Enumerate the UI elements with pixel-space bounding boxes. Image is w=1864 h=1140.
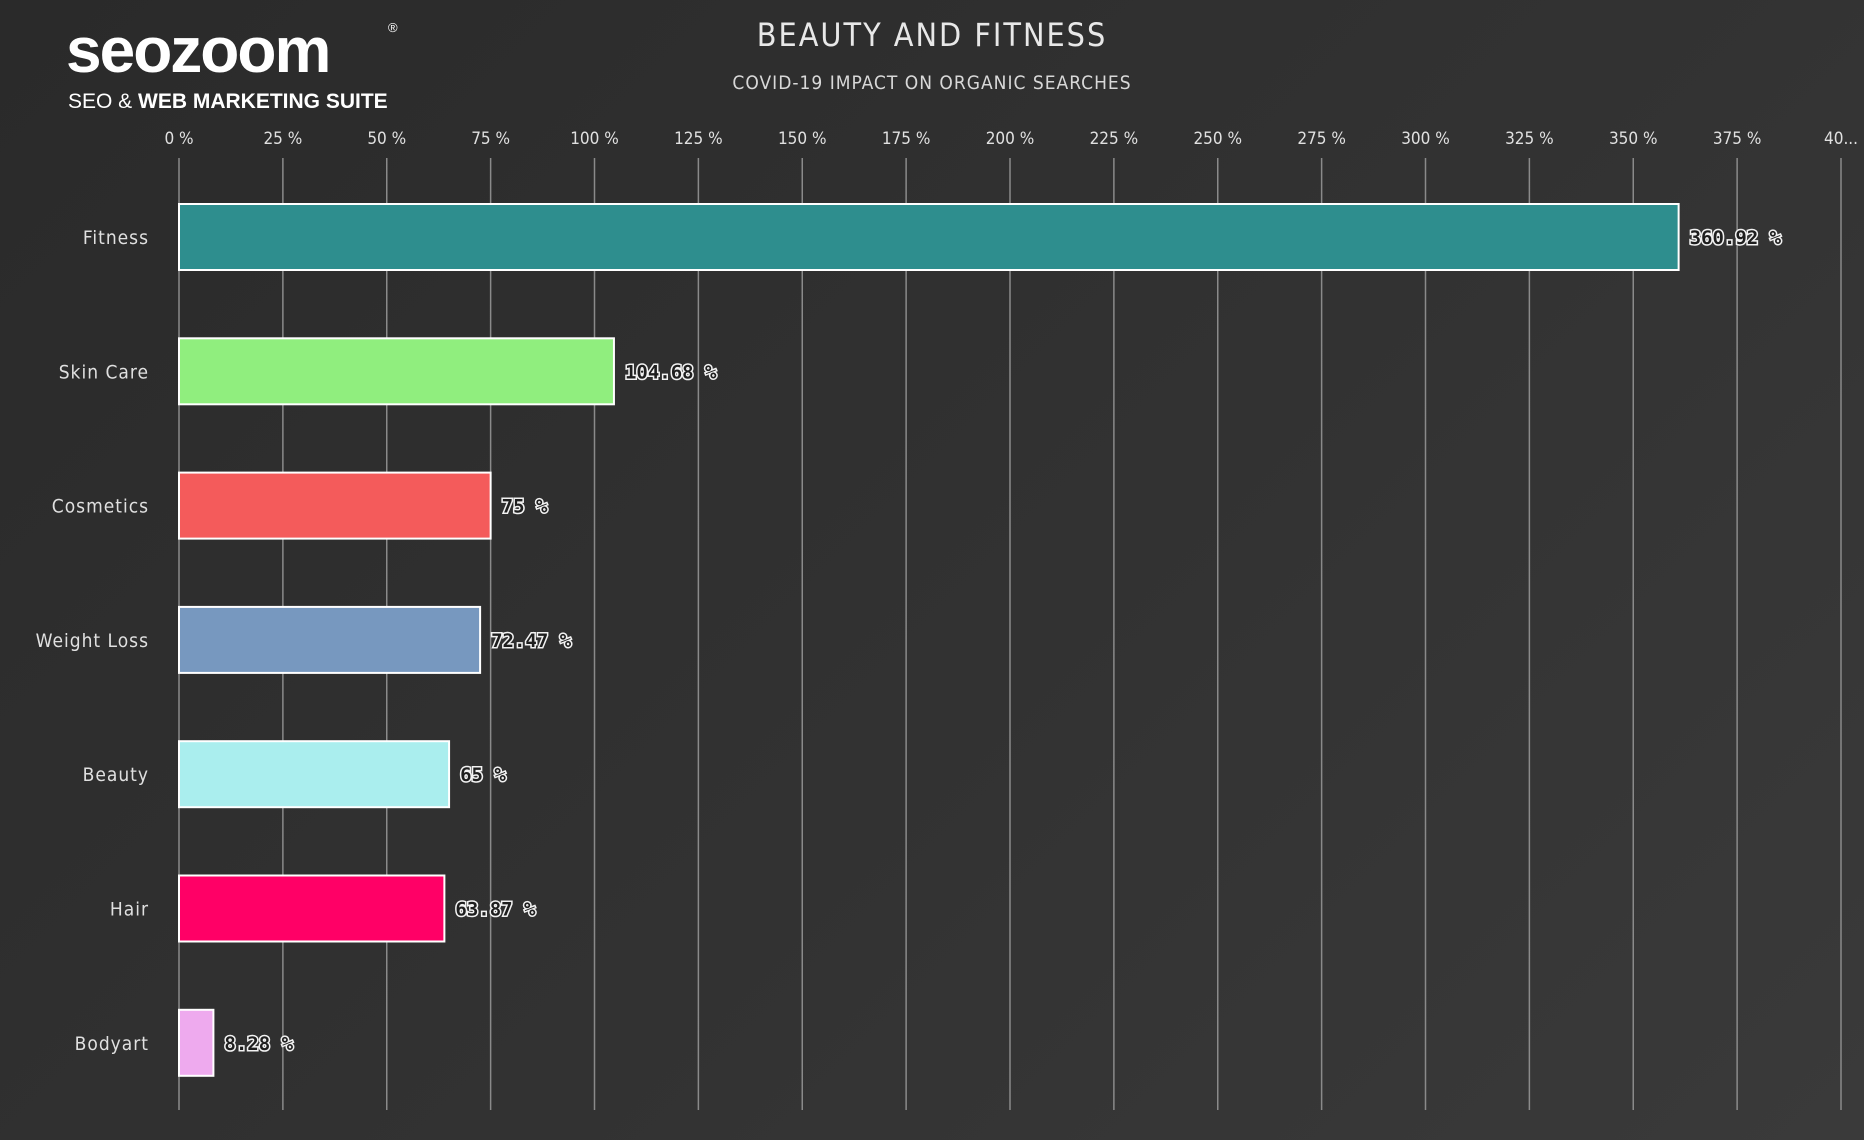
- data-label: 8.28 %: [224, 1033, 293, 1055]
- category-label: Beauty: [83, 764, 149, 786]
- x-tick-label: 50 %: [367, 129, 406, 149]
- x-tick-label: 175 %: [882, 129, 931, 149]
- bar: [178, 605, 482, 674]
- bar: [178, 337, 615, 406]
- data-label: 360.92 %: [1690, 227, 1782, 249]
- logo-registered-mark: ®: [388, 20, 398, 35]
- logo-tagline-bold: WEB MARKETING SUITE: [138, 90, 388, 113]
- x-tick-label: 100 %: [570, 129, 619, 149]
- category-label: Fitness: [83, 227, 149, 249]
- x-tick-label: 150 %: [778, 129, 827, 149]
- x-tick-label: 300 %: [1401, 129, 1450, 149]
- logo-tagline-light: SEO &: [68, 90, 139, 113]
- x-axis-ticks: 0 % 25 % 50 % 75 % 100 % 125 % 150 % 175 % 200 %…: [164, 129, 1858, 149]
- x-tick-label: 40...: [1824, 129, 1858, 149]
- bar: [178, 203, 1680, 271]
- x-tick-label: 125 %: [674, 129, 723, 149]
- data-label: 72.47 %: [491, 630, 572, 652]
- category-label: Hair: [110, 899, 149, 921]
- value-labels: 360.92 % 104.68 % 75 % 72.47 % 65 % 63.87 % 8.…: [223, 226, 1783, 1057]
- chart-subtitle: COVID-19 IMPACT ON ORGANIC SEARCHES: [732, 72, 1132, 94]
- x-tick-label: 225 %: [1090, 129, 1139, 149]
- logo-wordmark: seozoom: [66, 14, 331, 86]
- category-label: Bodyart: [75, 1033, 149, 1055]
- seozoom-logo: seozoom ® SEO & WEB MARKETING SUITE: [66, 14, 406, 113]
- bar: [178, 471, 492, 540]
- x-tick-label: 200 %: [986, 129, 1035, 149]
- chart-title: BEAUTY AND FITNESS: [756, 16, 1108, 54]
- x-tick-label: 250 %: [1193, 129, 1242, 149]
- data-label: 63.87 %: [455, 899, 536, 921]
- bar: [178, 1008, 215, 1077]
- x-tick-label: 0 %: [164, 129, 193, 149]
- x-tick-label: 375 %: [1713, 129, 1762, 149]
- x-tick-label: 275 %: [1297, 129, 1346, 149]
- bar: [178, 740, 451, 809]
- data-label: 75 %: [502, 496, 548, 518]
- logo-tagline: SEO & WEB MARKETING SUITE: [68, 90, 388, 114]
- x-tick-label: 25 %: [263, 129, 302, 149]
- x-tick-label: 75 %: [471, 129, 510, 149]
- x-tick-label: 350 %: [1609, 129, 1658, 149]
- bar: [178, 874, 446, 943]
- data-label: 65 %: [460, 764, 506, 786]
- category-label: Cosmetics: [52, 496, 149, 518]
- category-labels: Fitness Skin Care Cosmetics Weight Loss Beau…: [36, 227, 149, 1055]
- bars: [178, 203, 1680, 1077]
- x-tick-label: 325 %: [1505, 129, 1554, 149]
- category-label: Weight Loss: [36, 630, 149, 652]
- data-label: 104.68 %: [625, 361, 717, 383]
- category-label: Skin Care: [59, 361, 149, 383]
